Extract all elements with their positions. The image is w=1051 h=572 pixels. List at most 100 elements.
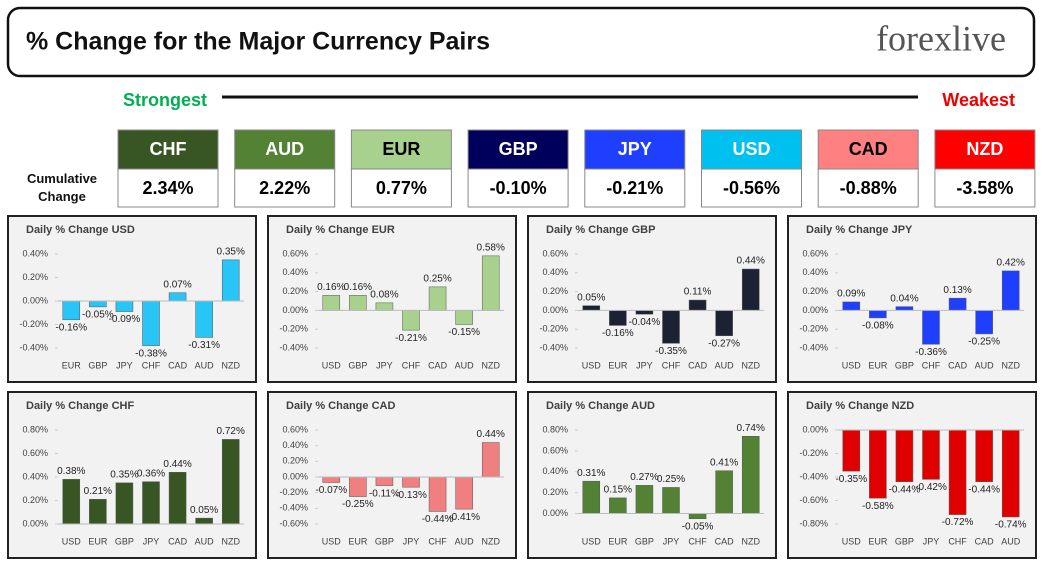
chart-title: Daily % Change CAD: [286, 400, 395, 412]
x-tick-label: EUR: [62, 360, 82, 370]
y-tick-label: 0.40%: [22, 471, 48, 481]
value-label: 0.58%: [477, 243, 505, 254]
x-tick-label: AUD: [715, 360, 735, 370]
y-tick-label: 0.60%: [22, 448, 48, 458]
bar: [62, 479, 81, 525]
x-tick-label: CAD: [948, 360, 968, 370]
currency-value-box: [467, 168, 569, 208]
y-tick-label: -0.20%: [539, 324, 568, 334]
value-label: -0.05%: [682, 521, 714, 532]
bar: [582, 305, 601, 311]
value-label: 0.16%: [344, 282, 372, 293]
currency-change: 0.77%: [376, 178, 427, 198]
y-tick-label: 0.20%: [282, 456, 308, 466]
x-tick-label: EUR: [608, 360, 628, 370]
x-tick-label: USD: [322, 360, 342, 370]
value-label: 0.11%: [684, 287, 712, 298]
value-label: -0.44%: [968, 484, 1000, 495]
bar: [481, 255, 500, 311]
value-label: -0.41%: [448, 512, 480, 523]
title: % Change for the Major Currency Pairs: [26, 28, 490, 56]
bar: [89, 499, 107, 525]
bar: [349, 476, 367, 497]
y-tick-label: 0.00%: [542, 305, 568, 315]
value-label: -0.74%: [995, 520, 1027, 531]
x-tick-label: CHF: [922, 360, 941, 370]
bar: [221, 439, 240, 525]
bar: [481, 442, 500, 478]
bar: [322, 476, 341, 483]
value-label: 0.27%: [630, 472, 658, 483]
x-tick-label: NZD: [741, 536, 760, 546]
x-tick-label: CAD: [168, 536, 188, 546]
y-tick-label: 0.60%: [542, 248, 568, 258]
x-tick-label: CAD: [428, 360, 448, 370]
y-tick-label: -0.20%: [19, 319, 48, 329]
y-tick-label: 0.40%: [282, 267, 308, 277]
x-tick-label: USD: [62, 536, 82, 546]
x-tick-label: JPY: [923, 536, 940, 546]
currency-header: [350, 129, 452, 170]
y-tick-label: 0.40%: [802, 267, 828, 277]
currency-change: 2.34%: [142, 178, 193, 198]
currency-name: EUR: [382, 139, 420, 159]
currency-value-box: [350, 168, 452, 208]
value-label: -0.44%: [889, 484, 921, 495]
x-tick-label: CAD: [688, 360, 708, 370]
bar: [142, 481, 160, 525]
currency-change: -0.88%: [840, 178, 897, 198]
value-label: 0.25%: [423, 274, 451, 285]
currency-value-box: [584, 168, 686, 208]
bar: [349, 295, 367, 311]
x-tick-label: GBP: [635, 536, 654, 546]
bar: [142, 300, 160, 346]
value-label: -0.16%: [55, 322, 87, 333]
y-tick-label: -0.80%: [799, 518, 828, 528]
x-tick-label: GBP: [375, 536, 394, 546]
bar: [168, 472, 187, 525]
value-label: 0.41%: [710, 457, 738, 468]
bar: [975, 429, 993, 482]
y-tick-label: 0.60%: [802, 248, 828, 258]
x-tick-label: GBP: [115, 536, 134, 546]
weakest-label: Weakest: [942, 90, 1015, 110]
value-label: 0.15%: [604, 485, 632, 496]
y-tick-label: 0.40%: [282, 440, 308, 450]
value-label: -0.38%: [135, 348, 167, 359]
y-tick-label: 0.60%: [542, 445, 568, 455]
chart-panel: [527, 215, 777, 383]
header-box: [6, 6, 1036, 78]
bar: [715, 310, 733, 337]
x-tick-label: AUD: [975, 360, 995, 370]
y-tick-label: -0.40%: [539, 342, 568, 352]
x-tick-label: CHF: [142, 360, 161, 370]
y-tick-label: 0.20%: [282, 286, 308, 296]
currency-name: CHF: [150, 139, 187, 159]
x-tick-label: NZD: [221, 360, 240, 370]
x-tick-label: USD: [582, 536, 602, 546]
bar: [428, 286, 447, 311]
y-tick-label: -0.40%: [19, 342, 48, 352]
bar: [922, 310, 940, 345]
value-label: -0.05%: [82, 310, 114, 321]
y-tick-label: 0.00%: [282, 471, 308, 481]
currency-header: [467, 129, 569, 170]
bar: [375, 302, 394, 311]
value-label: -0.04%: [629, 317, 661, 328]
y-tick-label: -0.20%: [799, 324, 828, 334]
currency-value-box: [701, 168, 802, 208]
strongest-label: Strongest: [123, 90, 207, 110]
value-label: -0.08%: [862, 321, 894, 332]
value-label: 0.05%: [190, 505, 218, 516]
value-label: -0.35%: [655, 346, 687, 357]
x-tick-label: EUR: [88, 536, 108, 546]
value-label: 0.21%: [84, 486, 112, 497]
currency-name: CAD: [849, 139, 888, 159]
chart-title: Daily % Change JPY: [806, 224, 913, 236]
x-tick-label: CHF: [428, 536, 447, 546]
currency-value-box: [117, 168, 219, 208]
currency-header: [701, 129, 802, 170]
bar: [741, 436, 760, 514]
chart-panel: [7, 391, 257, 559]
